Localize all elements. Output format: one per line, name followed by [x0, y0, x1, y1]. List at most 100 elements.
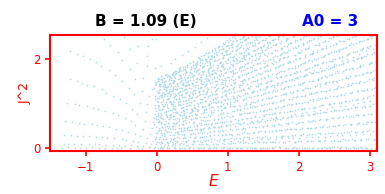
Point	[152, 125, 159, 128]
Point	[279, 81, 285, 84]
Point	[340, 85, 346, 88]
Point	[345, 83, 352, 86]
Point	[122, 144, 128, 147]
Point	[215, 117, 221, 120]
Point	[349, 36, 355, 39]
Point	[207, 63, 213, 66]
Point	[232, 72, 238, 75]
Point	[367, 44, 373, 47]
Point	[291, 84, 297, 87]
Point	[264, 138, 271, 141]
Point	[224, 112, 231, 115]
Point	[275, 82, 281, 85]
Point	[69, 120, 75, 124]
Point	[246, 136, 252, 139]
Point	[289, 91, 295, 94]
Point	[328, 50, 334, 54]
Point	[292, 141, 298, 144]
Point	[241, 136, 247, 139]
Point	[331, 139, 337, 142]
Point	[252, 126, 258, 129]
Point	[326, 103, 332, 106]
Point	[276, 35, 282, 38]
Point	[273, 135, 279, 138]
Point	[157, 114, 164, 117]
Point	[358, 57, 365, 60]
Point	[164, 115, 170, 118]
Point	[208, 54, 214, 57]
Point	[271, 84, 278, 87]
Point	[275, 34, 281, 37]
Point	[185, 49, 191, 52]
Point	[341, 93, 347, 96]
Point	[317, 125, 323, 128]
Point	[258, 46, 264, 49]
Point	[338, 94, 344, 97]
Point	[201, 123, 207, 126]
Point	[332, 57, 338, 60]
Point	[364, 96, 370, 99]
Point	[187, 62, 193, 65]
Point	[286, 67, 292, 70]
Point	[170, 124, 176, 127]
Point	[302, 87, 308, 90]
Point	[265, 90, 271, 94]
Point	[132, 77, 138, 81]
Point	[323, 146, 329, 149]
Point	[98, 65, 104, 68]
Point	[228, 43, 234, 46]
Point	[162, 102, 169, 105]
Point	[282, 51, 288, 54]
Point	[212, 59, 218, 62]
Point	[295, 44, 301, 47]
Point	[330, 43, 336, 46]
Point	[348, 92, 354, 95]
Point	[278, 46, 284, 49]
Point	[179, 96, 185, 99]
Point	[154, 80, 161, 83]
Point	[191, 141, 197, 144]
Point	[229, 114, 235, 118]
Point	[195, 72, 201, 75]
Point	[176, 69, 182, 73]
Point	[243, 37, 249, 41]
Point	[238, 44, 244, 47]
Point	[180, 68, 186, 72]
Point	[152, 137, 158, 140]
Point	[266, 136, 273, 139]
Point	[309, 52, 315, 55]
Point	[287, 60, 293, 63]
Point	[218, 65, 224, 68]
Point	[243, 53, 249, 56]
Point	[167, 113, 173, 116]
Point	[367, 34, 373, 37]
Point	[220, 56, 226, 59]
Point	[323, 61, 329, 64]
Point	[347, 146, 353, 149]
Point	[270, 62, 276, 65]
Point	[260, 141, 266, 144]
Point	[357, 40, 363, 43]
Point	[69, 134, 75, 137]
Point	[306, 146, 313, 149]
Point	[253, 120, 259, 123]
Point	[248, 100, 254, 104]
Point	[181, 146, 187, 149]
Point	[295, 83, 301, 86]
Point	[202, 99, 208, 102]
Point	[363, 38, 370, 41]
Point	[249, 55, 255, 58]
Point	[191, 121, 197, 124]
Point	[198, 86, 204, 89]
Point	[207, 61, 213, 65]
Point	[187, 135, 193, 138]
Point	[283, 92, 289, 95]
Point	[71, 142, 77, 145]
Point	[223, 124, 229, 127]
Point	[203, 107, 209, 110]
Point	[281, 69, 287, 72]
Point	[345, 107, 352, 110]
Point	[176, 97, 182, 100]
Point	[237, 122, 243, 126]
Point	[323, 118, 329, 121]
